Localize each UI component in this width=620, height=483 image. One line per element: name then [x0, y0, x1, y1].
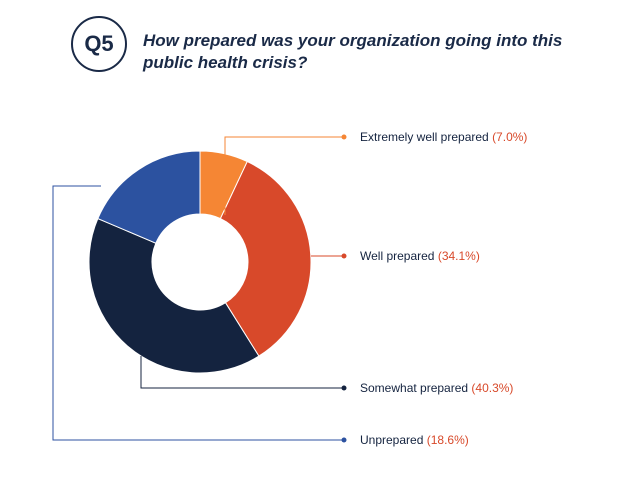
leader-line-1 [224, 136, 344, 215]
slice-value-4: (18.6%) [427, 433, 469, 447]
slice-category-1: Extremely well prepared [360, 130, 492, 144]
slice-label-1: Extremely well prepared (7.0%) [360, 130, 527, 144]
leader-line-4 [52, 185, 344, 441]
question-badge: Q5 [71, 16, 127, 72]
slice-category-4: Unprepared [360, 433, 427, 447]
slice-value-2: (34.1%) [438, 249, 480, 263]
slice-value-1: (7.0%) [492, 130, 527, 144]
slice-category-3: Somewhat prepared [360, 381, 471, 395]
slice-value-3: (40.3%) [471, 381, 513, 395]
slice-category-2: Well prepared [360, 249, 438, 263]
leader-dot-2 [341, 253, 347, 259]
donut-slice-4 [97, 150, 201, 244]
leader-line-3 [140, 356, 344, 389]
donut-slice-2 [219, 160, 312, 357]
question-title: How prepared was your organization going… [143, 31, 563, 72]
slice-label-3: Somewhat prepared (40.3%) [360, 381, 513, 395]
slice-label-4: Unprepared (18.6%) [360, 433, 469, 447]
leader-dot-4 [341, 437, 347, 443]
leader-dot-3 [341, 385, 347, 391]
slice-label-2: Well prepared (34.1%) [360, 249, 480, 263]
leader-dot-1 [341, 134, 347, 140]
donut-slice-3 [88, 217, 260, 374]
